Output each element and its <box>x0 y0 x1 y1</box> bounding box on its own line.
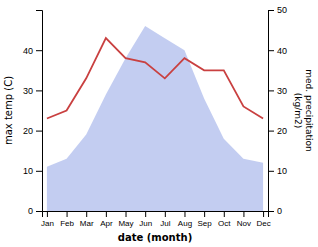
axis: 0 10 20 30 40 50 <box>268 5 287 216</box>
tick-mark <box>268 171 274 172</box>
tick: 10 <box>23 166 42 176</box>
tick: Sep <box>198 211 213 228</box>
tick-mark <box>268 90 274 91</box>
tick: Dec <box>256 211 270 228</box>
tick: Nov <box>237 211 251 228</box>
tick-mark <box>67 211 68 217</box>
tick-mark <box>36 171 42 172</box>
tick: 30 <box>268 86 287 96</box>
tick-label: Feb <box>60 219 74 228</box>
tick-label: 50 <box>277 5 287 15</box>
tick-mark <box>268 10 274 11</box>
tick-mark <box>36 131 42 132</box>
tick: 10 <box>268 166 287 176</box>
tick-mark <box>263 211 264 217</box>
y2-label: med. precipitation(kg/m2) <box>293 69 314 151</box>
tick-label: 30 <box>277 86 287 96</box>
tick: Feb <box>60 211 74 228</box>
tick-mark <box>268 50 274 51</box>
tick-mark <box>145 211 146 217</box>
tick: May <box>118 211 133 228</box>
axis-line <box>43 212 269 218</box>
tick-mark <box>268 211 274 212</box>
chart: Jan Feb Mar Apr May Jun Jul Aug Sep Oct Nov Dec 0 10 2… <box>0 0 318 247</box>
tick: Mar <box>80 211 94 228</box>
line <box>47 38 263 118</box>
x-label: date (month) <box>118 232 192 243</box>
tick: 30 <box>23 86 42 96</box>
tick: Jan <box>41 211 54 228</box>
tick-label: Jan <box>41 219 54 228</box>
axis-line <box>36 11 43 212</box>
tick-mark <box>268 131 274 132</box>
tick-label: 10 <box>23 166 33 176</box>
tick-label: Dec <box>256 219 270 228</box>
axis: 0 10 20 30 40 <box>23 11 43 217</box>
tick: 20 <box>23 126 42 136</box>
tick: 40 <box>268 46 287 56</box>
tick-label: Aug <box>178 219 192 228</box>
tick-label: 40 <box>23 46 33 56</box>
tick-mark <box>126 211 127 217</box>
tick-label: Nov <box>237 219 251 228</box>
tick-label: Sep <box>198 219 213 228</box>
plot-area <box>47 26 263 211</box>
tick-mark <box>165 211 166 217</box>
tick-label: 0 <box>277 206 282 216</box>
tick: 20 <box>268 126 287 136</box>
tick-mark <box>224 211 225 217</box>
tick-mark <box>86 211 87 217</box>
y-label: max temp (C) <box>3 76 14 145</box>
tick: 40 <box>23 46 42 56</box>
tick-mark <box>106 211 107 217</box>
tick-mark <box>36 211 42 212</box>
tick-label: Jul <box>160 219 170 228</box>
tick: 50 <box>268 5 287 15</box>
tick: 0 <box>28 206 42 216</box>
tick-mark <box>36 50 42 51</box>
tick: Apr <box>100 211 113 228</box>
axis-line <box>269 11 275 212</box>
tick-label: 20 <box>277 126 287 136</box>
tick-mark <box>184 211 185 217</box>
tick-label: 40 <box>277 46 287 56</box>
tick-label: Oct <box>218 219 231 228</box>
tick-mark <box>243 211 244 217</box>
area <box>47 26 263 211</box>
tick-label: Jun <box>139 219 152 228</box>
tick-mark <box>204 211 205 217</box>
tick: Jun <box>139 211 152 228</box>
tick-label: Mar <box>80 219 94 228</box>
tick: 0 <box>268 206 282 216</box>
tick-label: 10 <box>277 166 287 176</box>
tick: Aug <box>178 211 192 228</box>
x-axis: Jan Feb Mar Apr May Jun Jul Aug Sep Oct Nov Dec <box>41 211 271 228</box>
tick: Jul <box>160 211 170 228</box>
tick-mark <box>36 90 42 91</box>
tick-label: 20 <box>23 126 33 136</box>
tick-label: Apr <box>100 219 113 228</box>
tick: Oct <box>218 211 231 228</box>
tick-mark <box>47 211 48 217</box>
tick-label: 30 <box>23 86 33 96</box>
tick-label: 0 <box>28 206 33 216</box>
tick-label: May <box>118 219 133 228</box>
